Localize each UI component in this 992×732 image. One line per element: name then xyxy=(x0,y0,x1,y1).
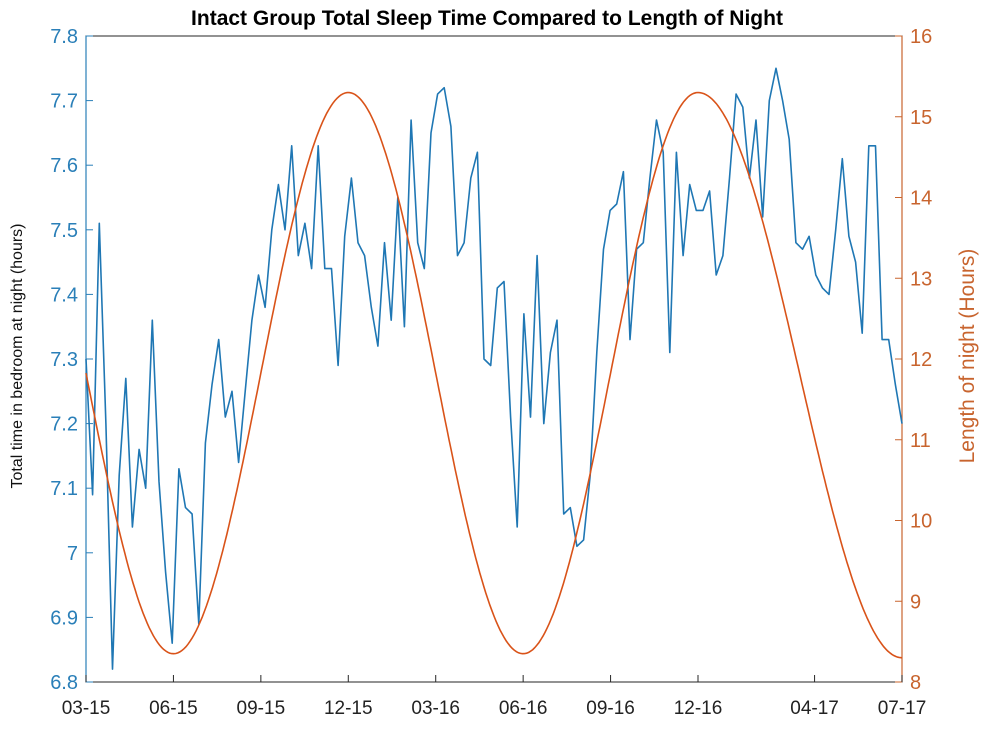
y-left-tick-label: 7.1 xyxy=(50,478,78,500)
y-axis-right-label: Length of night (Hours) xyxy=(956,249,979,464)
x-tick-label: 04-17 xyxy=(790,698,839,719)
y-right-tick-label: 10 xyxy=(910,511,932,533)
x-tick-label: 09-16 xyxy=(586,698,635,719)
y-right-tick-label: 14 xyxy=(910,188,932,210)
y-left-tick-label: 7.5 xyxy=(50,220,78,242)
y-right-tick-label: 13 xyxy=(910,268,932,290)
chart-title: Intact Group Total Sleep Time Compared t… xyxy=(191,7,783,30)
y-left-tick-label: 7.6 xyxy=(50,155,78,177)
x-tick-label: 03-16 xyxy=(411,698,460,719)
x-tick-label: 03-15 xyxy=(62,698,111,719)
y-right-tick-label: 12 xyxy=(910,349,932,371)
x-tick-label: 07-17 xyxy=(878,698,927,719)
y-left-tick-label: 7.8 xyxy=(50,26,78,48)
y-right-tick-label: 16 xyxy=(910,26,932,48)
x-tick-label: 09-15 xyxy=(237,698,286,719)
y-left-tick-label: 6.9 xyxy=(50,607,78,629)
sleep-time-line xyxy=(85,67,903,670)
series xyxy=(85,67,903,670)
y-left-tick-label: 7.2 xyxy=(50,414,78,436)
y-right-tick-label: 11 xyxy=(910,430,931,452)
y-axis-left-label: Total time in bedroom at night (hours) xyxy=(9,223,26,488)
y-right-tick-label: 9 xyxy=(910,591,921,613)
y-right-tick-label: 8 xyxy=(910,672,921,694)
night-length-curve xyxy=(85,91,903,659)
y-left-tick-label: 6.8 xyxy=(50,672,78,694)
x-tick-label: 06-16 xyxy=(499,698,548,719)
y-right-tick-label: 15 xyxy=(910,107,932,129)
x-tick-label: 06-15 xyxy=(149,698,198,719)
plot-frame xyxy=(85,35,903,683)
y-left-tick-label: 7.3 xyxy=(50,349,78,371)
y-left-tick-label: 7.4 xyxy=(50,284,78,306)
y-left-tick-label: 7.7 xyxy=(50,91,78,113)
x-tick-label: 12-16 xyxy=(674,698,723,719)
ticks: 6.8 6.9 7 7.1 7.2 7.3 7.4 7.5 7.6 7.7 7.8 8 9 10 11 12 1… xyxy=(50,26,932,719)
y-left-tick-label: 7 xyxy=(67,543,78,565)
x-tick-label: 12-15 xyxy=(324,698,373,719)
